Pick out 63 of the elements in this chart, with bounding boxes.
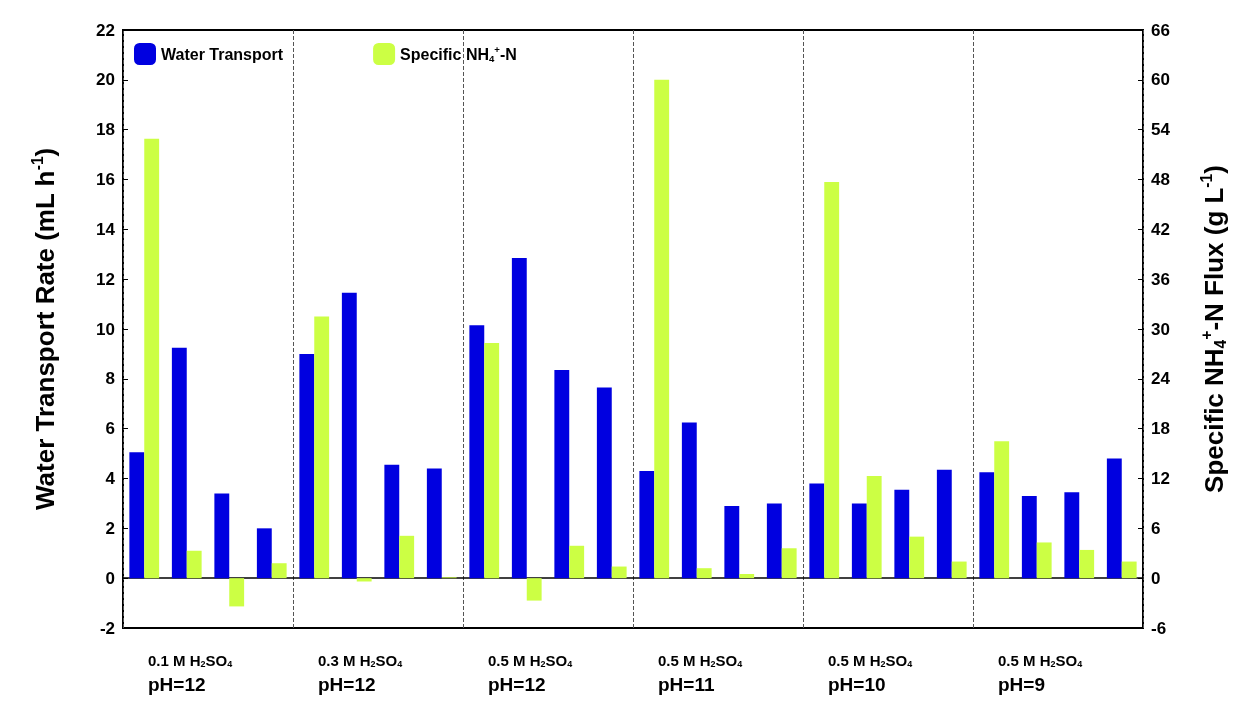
y-tick-label: 0 <box>105 568 115 588</box>
bar <box>129 452 145 579</box>
y-axis-title: Water Transport Rate (mL h-1) <box>28 147 61 511</box>
y-tick-label: 2 <box>105 518 115 538</box>
bar <box>341 292 357 579</box>
y-tick-label: 16 <box>96 170 115 189</box>
bar <box>384 464 400 579</box>
y2-tick-label: -6 <box>1151 618 1167 638</box>
bar <box>271 563 287 579</box>
y2-tick-label: 54 <box>1151 120 1171 140</box>
y-tick-label: 18 <box>96 120 115 140</box>
y2-tick-label: 66 <box>1151 20 1170 40</box>
bar <box>596 387 612 579</box>
bar <box>696 568 712 579</box>
y-tick-label: 12 <box>96 269 115 289</box>
bar <box>569 545 585 579</box>
bar <box>144 138 160 579</box>
bar <box>526 578 542 601</box>
bar <box>766 503 782 579</box>
y-tick-label: -2 <box>99 618 115 638</box>
bar <box>1064 492 1080 579</box>
bar <box>1106 458 1122 579</box>
bar <box>171 347 187 579</box>
y-tick-label: 4 <box>105 469 116 488</box>
y2-tick-label: 12 <box>1151 469 1170 488</box>
bar <box>426 468 442 579</box>
bar <box>511 257 527 579</box>
bar <box>681 422 697 579</box>
y2-tick-label: 24 <box>1151 369 1171 389</box>
y-tick-label: 6 <box>105 419 115 439</box>
bar <box>936 469 952 579</box>
y2-tick-label: 60 <box>1151 70 1170 90</box>
bar <box>214 493 230 579</box>
y2-tick-label: 6 <box>1151 518 1161 538</box>
y-tick-label: 8 <box>105 369 115 389</box>
bar <box>951 561 967 579</box>
y2-tick-label: 42 <box>1151 219 1170 239</box>
bar <box>809 483 825 579</box>
bar <box>229 578 245 607</box>
y2-tick-label: 36 <box>1151 269 1170 289</box>
bar <box>554 370 570 579</box>
bar <box>186 550 202 579</box>
y2-tick-label: 0 <box>1151 568 1161 588</box>
y2-tick-label: 48 <box>1151 170 1170 189</box>
bar <box>356 578 372 582</box>
bar <box>824 181 840 579</box>
bar <box>739 574 755 579</box>
bar <box>1121 561 1137 579</box>
bar <box>639 471 655 579</box>
bar <box>654 79 670 579</box>
y2-tick-label: 18 <box>1151 419 1170 439</box>
y2-tick-label: 30 <box>1151 319 1170 339</box>
bar <box>1021 495 1037 579</box>
y-tick-label: 10 <box>96 319 115 339</box>
bar <box>611 566 627 579</box>
bar <box>256 528 272 579</box>
legend-label: Water Transport <box>161 45 284 63</box>
y-tick-label: 20 <box>96 70 115 90</box>
y2-axis-title: Specific NH4+-N Flux (g L-1) <box>1197 165 1229 493</box>
y-tick-label: 14 <box>96 219 116 239</box>
y-tick-label: 22 <box>96 20 115 40</box>
bar <box>894 489 910 579</box>
bar <box>724 505 740 579</box>
